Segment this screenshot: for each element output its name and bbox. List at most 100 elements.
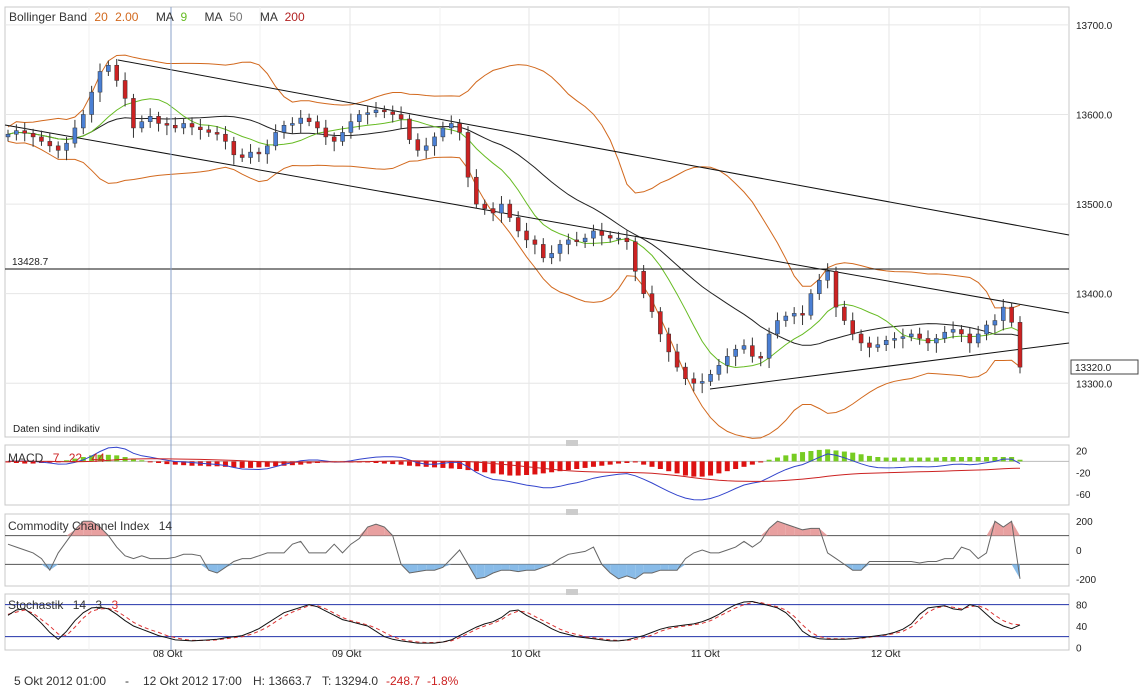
macd-histogram-bar xyxy=(850,452,856,462)
stoch-tick-label: 80 xyxy=(1076,601,1088,612)
panel-resize-handle[interactable] xyxy=(566,440,578,446)
macd-axis: 20 -20 -60 xyxy=(1076,446,1091,501)
candle-body xyxy=(348,121,354,133)
candle-body xyxy=(432,136,437,147)
candle-body xyxy=(81,114,86,129)
candle-body xyxy=(365,112,370,115)
candle-body xyxy=(683,366,688,380)
candle-body xyxy=(716,365,722,375)
macd-histogram-bar xyxy=(992,457,998,462)
macd-histogram-bar xyxy=(758,461,764,463)
candle-body xyxy=(72,127,78,144)
candle-body xyxy=(407,118,412,140)
macd-histogram-bar xyxy=(515,461,521,476)
macd-histogram-bar xyxy=(524,461,530,475)
price-tick-label: 13400.0 xyxy=(1076,290,1113,301)
panel-resize-handle[interactable] xyxy=(566,509,578,515)
candle-body xyxy=(139,121,145,129)
candle-body xyxy=(22,130,27,134)
macd-histogram-bar xyxy=(273,461,279,467)
macd-histogram-bar xyxy=(833,450,839,462)
candle-body xyxy=(281,125,287,133)
ma2-value: 50 xyxy=(229,10,243,24)
candle-body xyxy=(440,127,446,138)
macd-histogram-bar xyxy=(657,461,663,469)
macd-histogram-bar xyxy=(741,461,747,467)
macd-histogram-bar xyxy=(440,461,446,468)
macd-histogram-bar xyxy=(825,449,831,462)
candle-body xyxy=(691,378,697,384)
candle-body xyxy=(189,123,195,128)
cci-oversold-fill xyxy=(660,564,669,571)
candle-body xyxy=(373,109,379,113)
macd-histogram-bar xyxy=(699,461,705,477)
candle-body xyxy=(156,116,161,124)
indicator-name: Bollinger Band xyxy=(9,10,87,24)
panel-resize-handle[interactable] xyxy=(566,589,578,595)
candle-body xyxy=(231,141,237,156)
candle-body xyxy=(449,123,454,129)
current-price-box xyxy=(1070,359,1139,375)
candle-body xyxy=(524,230,529,241)
candle-body xyxy=(842,306,847,321)
candle-body xyxy=(883,340,889,345)
candle-body xyxy=(925,338,931,344)
svg-text:Stochastik 14 3 3: Stochastik 14 3 3 xyxy=(8,598,118,612)
cci-oversold-fill xyxy=(217,564,226,574)
macd-histogram-bar xyxy=(866,455,872,462)
candle-body xyxy=(850,320,855,335)
candle-body xyxy=(223,133,228,142)
macd-histogram-bar xyxy=(390,461,396,465)
cci-overbought-fill xyxy=(359,526,368,536)
candle-body xyxy=(89,91,94,115)
macd-tick-label: -20 xyxy=(1076,468,1091,479)
cci-oversold-fill xyxy=(476,564,485,579)
macd-histogram-bar xyxy=(507,461,513,476)
macd-histogram-bar xyxy=(156,461,162,463)
macd-histogram-bar xyxy=(164,461,170,465)
candle-body xyxy=(917,333,922,339)
date-tick-label: 11 Okt xyxy=(691,649,720,660)
macd-histogram-bar xyxy=(616,461,622,464)
macd-histogram-bar xyxy=(565,461,571,471)
macd-histogram-bar xyxy=(540,461,546,474)
price-tick-label: 13700.0 xyxy=(1076,21,1113,32)
candle-body xyxy=(122,80,128,99)
candle-body xyxy=(39,136,44,142)
cci-overbought-fill xyxy=(367,524,376,536)
macd-histogram-bar xyxy=(298,461,304,465)
macd-histogram-bar xyxy=(89,455,95,462)
macd-histogram-bar xyxy=(264,461,270,467)
candle-body xyxy=(566,239,571,245)
candle-body xyxy=(658,311,663,335)
candle-body xyxy=(173,125,178,129)
bollinger-upper-band xyxy=(7,54,1021,309)
candle-body xyxy=(131,98,136,129)
main-panel-frame xyxy=(4,6,1070,438)
macd-histogram-bar xyxy=(624,461,630,463)
macd-histogram-bar xyxy=(749,461,755,465)
cci-oversold-fill xyxy=(852,564,862,571)
candle-body xyxy=(549,253,554,259)
date-tick-label: 09 Okt xyxy=(332,649,362,660)
change-percent: -1.8% xyxy=(427,674,459,688)
macd-histogram-bar xyxy=(975,457,981,462)
high-value: H: 13663.7 xyxy=(253,674,312,688)
cci-line xyxy=(5,520,1069,580)
candle-body xyxy=(306,117,312,122)
candle-body xyxy=(817,279,822,294)
cci-overbought-fill xyxy=(769,521,778,536)
candle-body xyxy=(649,293,655,312)
macd-histogram-bar xyxy=(774,457,780,462)
candle-body xyxy=(239,154,245,158)
candle-body xyxy=(331,136,337,142)
macd-histogram-bar xyxy=(139,460,145,462)
macd-histogram-bar xyxy=(398,461,404,465)
candle-body xyxy=(340,132,345,142)
macd-histogram-bar xyxy=(406,461,412,466)
macd-line xyxy=(7,446,1021,501)
cci-tick-label: 0 xyxy=(1076,546,1082,557)
cci-axis: 200 0 -200 xyxy=(1076,517,1096,586)
cci-oversold-fill xyxy=(41,564,50,571)
